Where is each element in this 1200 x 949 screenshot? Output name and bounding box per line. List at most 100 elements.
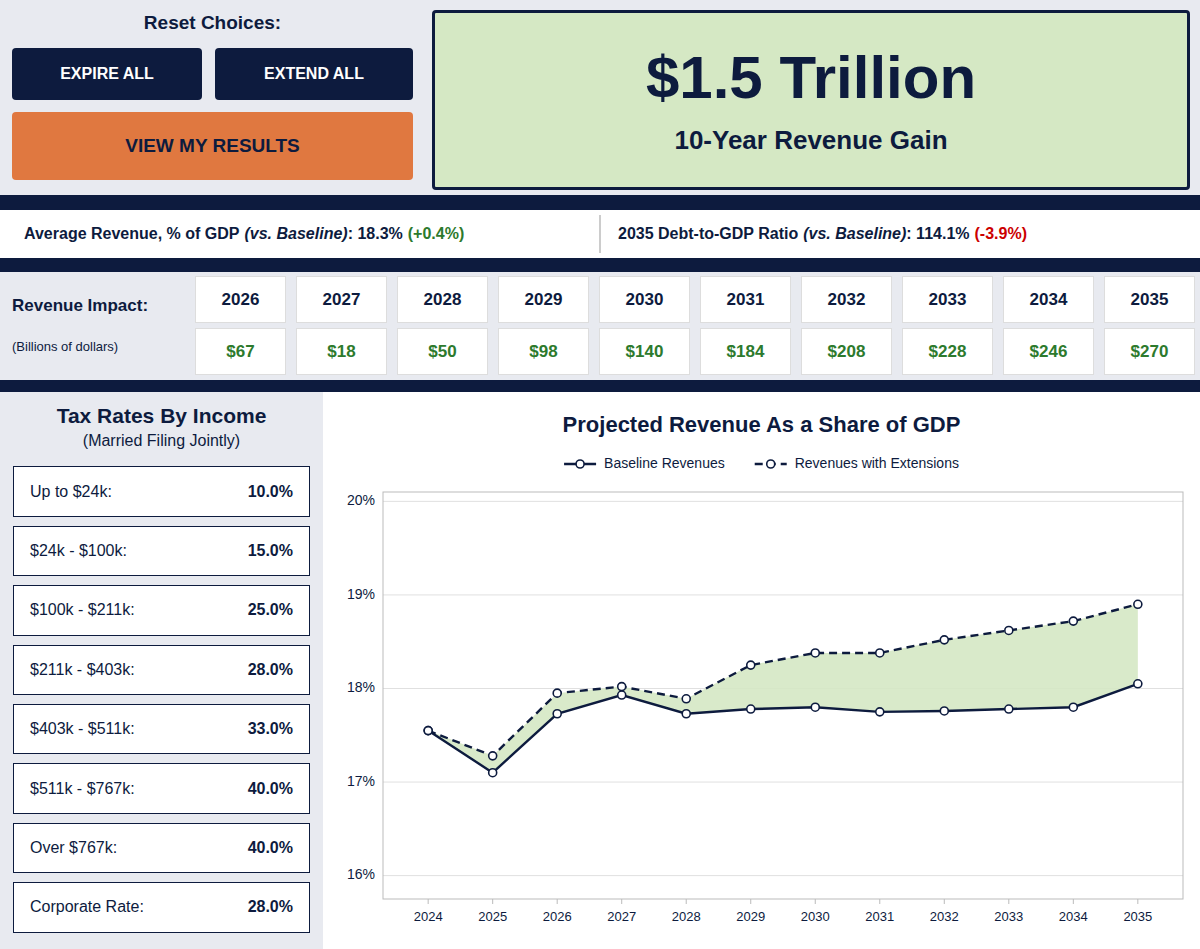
table-value-cell: $184 <box>700 328 791 375</box>
tax-bracket: $511k - $767k: <box>30 780 135 798</box>
series-point <box>940 707 948 715</box>
stat-label: 2035 Debt-to-GDP Ratio <box>618 225 798 243</box>
x-tick <box>944 899 945 904</box>
expire-all-button[interactable]: EXPIRE ALL <box>12 48 202 100</box>
stat: 2035 Debt-to-GDP Ratio(vs. Baseline): 11… <box>618 210 1027 258</box>
table-year: 2026 <box>222 290 260 310</box>
tax-rate: 40.0% <box>248 780 293 798</box>
table-value-cell: $50 <box>397 328 488 375</box>
line-chart: Projected Revenue As a Share of GDP16%17… <box>323 392 1200 949</box>
table-year: 2032 <box>828 290 866 310</box>
x-tick <box>1073 899 1074 904</box>
separator <box>0 258 1200 272</box>
table-value: $98 <box>529 342 557 362</box>
series-point <box>940 636 948 644</box>
table-year-cell: 2035 <box>1104 276 1195 323</box>
grid-line <box>383 501 1183 502</box>
table-value: $18 <box>327 342 355 362</box>
x-tick <box>750 899 751 904</box>
legend-item: Baseline Revenues <box>564 455 725 471</box>
x-tick-label: 2029 <box>736 909 765 924</box>
series-point <box>1069 703 1077 711</box>
y-tick-label: 18% <box>347 679 375 695</box>
tax-bracket: Over $767k: <box>30 839 117 857</box>
x-tick <box>557 899 558 904</box>
separator <box>0 380 1200 392</box>
table-year: 2031 <box>727 290 765 310</box>
table-year-cell: 2026 <box>195 276 286 323</box>
y-tick-label: 16% <box>347 866 375 882</box>
y-axis: 16%17%18%19%20% <box>347 492 1183 882</box>
x-tick <box>1137 899 1138 904</box>
table-year: 2029 <box>525 290 563 310</box>
legend-label: Baseline Revenues <box>604 455 725 471</box>
x-tick-label: 2034 <box>1059 909 1088 924</box>
table-value: $208 <box>828 342 866 362</box>
plot-area <box>424 600 1142 776</box>
tax-rate: 10.0% <box>248 483 293 501</box>
view-results-button[interactable]: VIEW MY RESULTS <box>12 112 413 180</box>
button-label: VIEW MY RESULTS <box>125 135 300 157</box>
tax-row: $511k - $767k: 40.0% <box>13 763 310 813</box>
x-axis: 2024202520262027202820292030203120322033… <box>414 899 1153 924</box>
table-year: 2033 <box>929 290 967 310</box>
table-year: 2030 <box>626 290 664 310</box>
x-tick-label: 2035 <box>1123 909 1152 924</box>
table-value-cell: $208 <box>801 328 892 375</box>
series-point <box>424 727 432 735</box>
stat-value: : 18.3% <box>348 225 403 243</box>
tax-row: Over $767k: 40.0% <box>13 823 310 873</box>
tax-rate: 33.0% <box>248 720 293 738</box>
table-year-cell: 2033 <box>902 276 993 323</box>
series-point <box>1134 600 1142 608</box>
x-tick-label: 2028 <box>672 909 701 924</box>
tax-bracket: $211k - $403k: <box>30 661 135 679</box>
series-point <box>553 689 561 697</box>
plot-frame <box>383 492 1183 899</box>
series-line <box>428 684 1138 773</box>
revenue-headline: $1.5 Trillion <box>646 45 976 111</box>
series-point <box>747 705 755 713</box>
table-year-cell: 2032 <box>801 276 892 323</box>
table-value-cell: $98 <box>498 328 589 375</box>
button-label: EXPIRE ALL <box>60 65 154 83</box>
tax-row: Up to $24k:10.0% <box>13 466 310 516</box>
tax-rate: 40.0% <box>248 839 293 857</box>
reset-label: Reset Choices: <box>0 12 425 34</box>
table-year: 2028 <box>424 290 462 310</box>
tax-rate: 25.0% <box>248 601 293 619</box>
x-tick <box>492 899 493 904</box>
table-year-cell: 2027 <box>296 276 387 323</box>
tax-rates-panel: Tax Rates By Income(Married Filing Joint… <box>0 392 323 949</box>
table-year-cell: 2031 <box>700 276 791 323</box>
x-tick-label: 2032 <box>930 909 959 924</box>
legend: Baseline Revenues Revenues with Extension… <box>564 455 959 471</box>
table-value-cell: $18 <box>296 328 387 375</box>
series-point <box>618 683 626 691</box>
table-value: $184 <box>727 342 765 362</box>
series-point <box>489 769 497 777</box>
stat-note: (vs. Baseline) <box>244 225 347 243</box>
panel-subtitle: (Married Filing Jointly) <box>0 432 323 450</box>
table-value: $228 <box>929 342 967 362</box>
table-value-cell: $67 <box>195 328 286 375</box>
series-point <box>1134 680 1142 688</box>
table-value-cell: $228 <box>902 328 993 375</box>
x-tick <box>879 899 880 904</box>
legend-label: Revenues with Extensions <box>795 455 959 471</box>
table-year-cell: 2029 <box>498 276 589 323</box>
revenue-subline: 10-Year Revenue Gain <box>674 125 947 156</box>
series-point <box>876 649 884 657</box>
table-year: 2027 <box>323 290 361 310</box>
table-year-cell: 2028 <box>397 276 488 323</box>
chart-panel: Projected Revenue As a Share of GDP16%17… <box>323 392 1200 949</box>
x-tick-label: 2030 <box>801 909 830 924</box>
series-point <box>1005 705 1013 713</box>
x-tick-label: 2025 <box>478 909 507 924</box>
series-point <box>876 708 884 716</box>
series-point <box>1069 617 1077 625</box>
extend-all-button[interactable]: EXTEND ALL <box>215 48 413 100</box>
stat-label: Average Revenue, % of GDP <box>24 225 239 243</box>
series-point <box>424 727 432 735</box>
table-year: 2034 <box>1030 290 1068 310</box>
